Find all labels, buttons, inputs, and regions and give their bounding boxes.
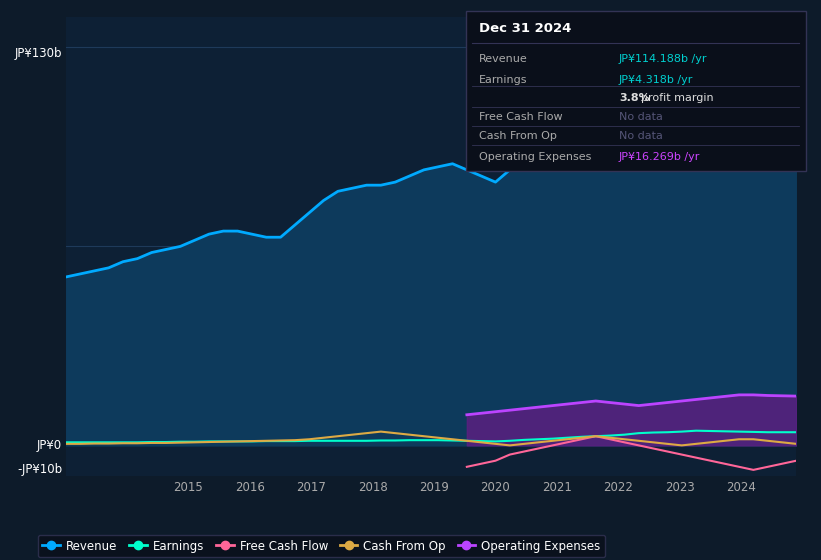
Text: 2024: 2024 [726, 480, 756, 493]
Text: Revenue: Revenue [479, 54, 528, 64]
Text: JP¥130b: JP¥130b [15, 48, 62, 60]
Text: 2022: 2022 [603, 480, 633, 493]
Text: JP¥114.188b /yr: JP¥114.188b /yr [619, 54, 708, 64]
Text: 2018: 2018 [358, 480, 388, 493]
Text: Cash From Op: Cash From Op [479, 131, 557, 141]
Text: No data: No data [619, 112, 663, 122]
Text: -JP¥10b: -JP¥10b [17, 463, 62, 476]
Text: Dec 31 2024: Dec 31 2024 [479, 22, 571, 35]
Text: 2020: 2020 [480, 480, 511, 493]
Text: Free Cash Flow: Free Cash Flow [479, 112, 562, 122]
Text: JP¥16.269b /yr: JP¥16.269b /yr [619, 152, 700, 162]
Legend: Revenue, Earnings, Free Cash Flow, Cash From Op, Operating Expenses: Revenue, Earnings, Free Cash Flow, Cash … [38, 535, 605, 557]
Text: Operating Expenses: Operating Expenses [479, 152, 591, 162]
Text: JP¥0: JP¥0 [37, 439, 62, 452]
Text: No data: No data [619, 131, 663, 141]
Text: 2019: 2019 [420, 480, 449, 493]
Text: JP¥4.318b /yr: JP¥4.318b /yr [619, 75, 693, 85]
Text: 2021: 2021 [542, 480, 572, 493]
Text: 2023: 2023 [665, 480, 695, 493]
FancyBboxPatch shape [466, 11, 806, 171]
Text: profit margin: profit margin [641, 92, 713, 102]
Text: 2017: 2017 [296, 480, 326, 493]
Text: 2015: 2015 [173, 480, 204, 493]
Text: Earnings: Earnings [479, 75, 528, 85]
Text: 2016: 2016 [235, 480, 265, 493]
Text: 3.8%: 3.8% [619, 92, 649, 102]
